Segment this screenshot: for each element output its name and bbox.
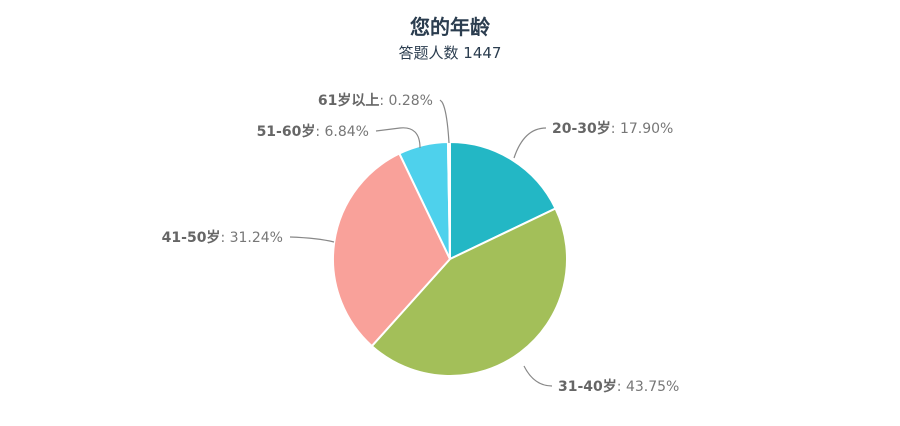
data-label-value-3: : 31.24% bbox=[220, 230, 283, 246]
data-label-name-2: 31-40岁 bbox=[558, 378, 617, 395]
data-label-value-1: : 17.90% bbox=[611, 121, 674, 137]
data-label-value-2: : 43.75% bbox=[617, 379, 680, 395]
label-connector-2 bbox=[523, 365, 553, 387]
label-connector-3 bbox=[289, 236, 335, 243]
data-label-name-1: 20-30岁 bbox=[552, 120, 611, 137]
labels-layer: 20-30岁: 17.90% 31-40岁: 43.75% 41-50岁: 31.2… bbox=[162, 92, 680, 395]
data-label-name-4: 51-60岁 bbox=[257, 123, 316, 140]
label-connector-5 bbox=[439, 99, 450, 144]
pie-slice-3 bbox=[332, 152, 452, 348]
pie-slice-1 bbox=[449, 140, 557, 261]
chart-title: 您的年龄 bbox=[410, 15, 491, 39]
chart-subtitle: 答题人数 1447 bbox=[399, 44, 502, 62]
slices-layer bbox=[332, 140, 568, 377]
data-label-5: 61岁以上: 0.28% bbox=[318, 92, 433, 109]
data-label-value-5: : 0.28% bbox=[379, 93, 433, 109]
pie-slice-2 bbox=[370, 207, 568, 377]
data-label-4: 51-60岁: 6.84% bbox=[257, 123, 369, 140]
label-connector-1 bbox=[513, 127, 547, 159]
data-label-name-3: 41-50岁 bbox=[162, 229, 221, 246]
data-label-1: 20-30岁: 17.90% bbox=[552, 120, 673, 137]
label-connector-4 bbox=[375, 127, 421, 149]
data-label-name-5: 61岁以上 bbox=[318, 92, 379, 109]
data-label-2: 31-40岁: 43.75% bbox=[558, 378, 679, 395]
data-label-3: 41-50岁: 31.24% bbox=[162, 229, 283, 246]
data-label-value-4: : 6.84% bbox=[315, 124, 369, 140]
